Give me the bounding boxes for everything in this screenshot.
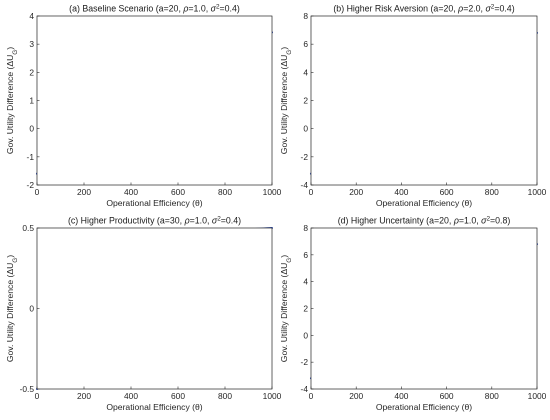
x-tick-label: 1000 xyxy=(528,187,547,197)
x-tick-label: 0 xyxy=(309,391,314,401)
x-tick-label: 800 xyxy=(485,187,499,197)
y-tick-label: -1 xyxy=(27,152,35,162)
x-tick-label: 200 xyxy=(77,391,91,401)
y-tick-label: -4 xyxy=(301,384,309,394)
y-tick-label: 8 xyxy=(303,223,308,233)
y-tick-label: 8 xyxy=(303,11,308,21)
y-tick-label: 4 xyxy=(303,67,308,77)
y-tick-label: -2 xyxy=(27,180,35,190)
x-axis-label: Operational Efficiency (θ) xyxy=(106,402,202,412)
y-tick-label: 4 xyxy=(303,277,308,287)
x-tick-label: 0 xyxy=(35,187,40,197)
y-tick-label: 0 xyxy=(303,124,308,134)
y-axis-label: Gov. Utility Difference (ΔUG) xyxy=(279,255,293,362)
y-tick-label: -2 xyxy=(301,357,309,367)
x-axis-label: Operational Efficiency (θ) xyxy=(376,402,472,412)
y-axis-label: Gov. Utility Difference (ΔUG) xyxy=(5,255,19,362)
plot-frame xyxy=(36,227,273,390)
y-tick-label: 2 xyxy=(303,304,308,314)
y-tick-label: -4 xyxy=(301,180,309,190)
x-tick-label: 1000 xyxy=(263,391,282,401)
y-tick-label: 2 xyxy=(29,67,34,77)
y-tick-label: -0.5 xyxy=(20,384,35,394)
y-tick-label: 0 xyxy=(303,330,308,340)
x-tick-label: 600 xyxy=(171,391,185,401)
y-tick-label: 6 xyxy=(303,39,308,49)
y-tick-label: 0 xyxy=(29,304,34,314)
x-tick-label: 800 xyxy=(218,391,232,401)
plot-frame xyxy=(310,227,538,390)
x-axis-label: Operational Efficiency (θ) xyxy=(376,198,472,208)
y-tick-label: 2 xyxy=(303,96,308,106)
x-tick-label: 400 xyxy=(124,187,138,197)
plot-frame xyxy=(36,15,273,186)
panel-title: (b) Higher Risk Aversion (a=20, ρ=2.0, σ… xyxy=(333,3,514,14)
y-tick-label: 6 xyxy=(303,250,308,260)
y-axis-label: Gov. Utility Difference (ΔUG) xyxy=(5,47,19,154)
plot-frame xyxy=(310,15,538,186)
panel-a: 0 200 400 600 800 1000 -2 -1 0 1 2 3 4 (a) Baseline S… xyxy=(5,3,282,208)
panel-c: 0 200 400 600 800 1000-0.500.5(c) Higher Prod… xyxy=(5,215,282,412)
x-tick-label: 1000 xyxy=(263,187,282,197)
x-tick-label: 600 xyxy=(440,187,454,197)
x-tick-label: 200 xyxy=(349,391,363,401)
x-tick-label: 400 xyxy=(394,391,408,401)
x-tick-label: 400 xyxy=(124,391,138,401)
x-tick-label: 200 xyxy=(77,187,91,197)
x-tick-label: 800 xyxy=(218,187,232,197)
y-tick-label: 0 xyxy=(29,124,34,134)
y-tick-label: -2 xyxy=(301,152,309,162)
x-tick-label: 0 xyxy=(309,187,314,197)
panel-title: (a) Baseline Scenario (a=20, ρ=1.0, σ2=0… xyxy=(69,3,240,14)
x-tick-label: 0 xyxy=(35,391,40,401)
x-tick-label: 600 xyxy=(171,187,185,197)
y-tick-label: 1 xyxy=(29,96,34,106)
panel-title: (d) Higher Uncertainty (a=20, ρ=1.0, σ2=… xyxy=(338,215,511,226)
x-tick-label: 800 xyxy=(485,391,499,401)
y-axis-label: Gov. Utility Difference (ΔUG) xyxy=(279,47,293,154)
panel-b: 0 200 400 600 800 1000 -4 -2 0 2 4 6 8 (b) Higher Ris… xyxy=(279,3,547,208)
x-tick-label: 400 xyxy=(394,187,408,197)
y-tick-label: 0.5 xyxy=(22,223,34,233)
x-axis-label: Operational Efficiency (θ) xyxy=(106,198,202,208)
x-tick-label: 200 xyxy=(349,187,363,197)
y-tick-label: 3 xyxy=(29,39,34,49)
x-tick-label: 1000 xyxy=(528,391,547,401)
x-tick-label: 600 xyxy=(440,391,454,401)
panel-d: 0 200 400 600 800 1000 -4 -2 0 2 4 6 8 (d) Higher Unc… xyxy=(279,215,547,412)
panel-title: (c) Higher Productivity (a=30, ρ=1.0, σ2… xyxy=(68,215,241,226)
y-tick-label: 4 xyxy=(29,11,34,21)
